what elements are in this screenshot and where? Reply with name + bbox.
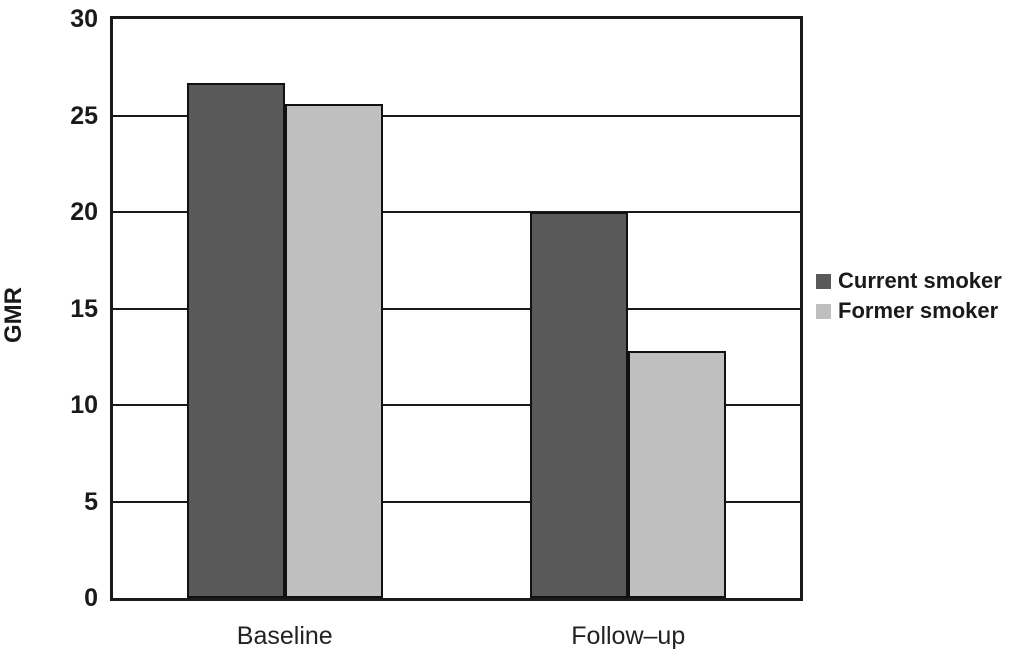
y-tick-label: 15	[70, 294, 98, 323]
legend-label: Current smoker	[838, 268, 1002, 293]
y-tick-label: 20	[70, 198, 98, 226]
legend-item: Former smoker	[816, 300, 1002, 322]
legend-label: Former smoker	[838, 298, 999, 323]
bar-baseline-former-smoker	[284, 103, 383, 598]
gridline-y-10	[113, 404, 800, 406]
y-tick-label: 0	[84, 584, 98, 612]
gridline-y-5	[113, 500, 800, 503]
y-tick-label: 25	[70, 101, 98, 130]
bar-baseline-current-smoker	[186, 82, 285, 598]
x-category-label: Follow–up	[571, 622, 686, 650]
legend: Current smoker Former smoker	[816, 270, 1002, 330]
x-category-label: Baseline	[236, 622, 333, 650]
legend-swatch-icon	[816, 273, 831, 289]
legend-swatch-icon	[816, 303, 831, 319]
bar-follow-up-current-smoker	[530, 212, 629, 598]
bar-follow-up-former-smoker	[628, 350, 727, 598]
y-tick-label: 5	[84, 487, 98, 516]
legend-item: Current smoker	[816, 270, 1002, 292]
plot-area	[110, 16, 803, 601]
y-tick-label: 10	[70, 391, 98, 419]
gridline-y-25	[113, 114, 800, 117]
gridline-y-20	[113, 211, 800, 213]
gridline-y-15	[113, 307, 800, 310]
y-tick-label: 30	[70, 5, 98, 33]
